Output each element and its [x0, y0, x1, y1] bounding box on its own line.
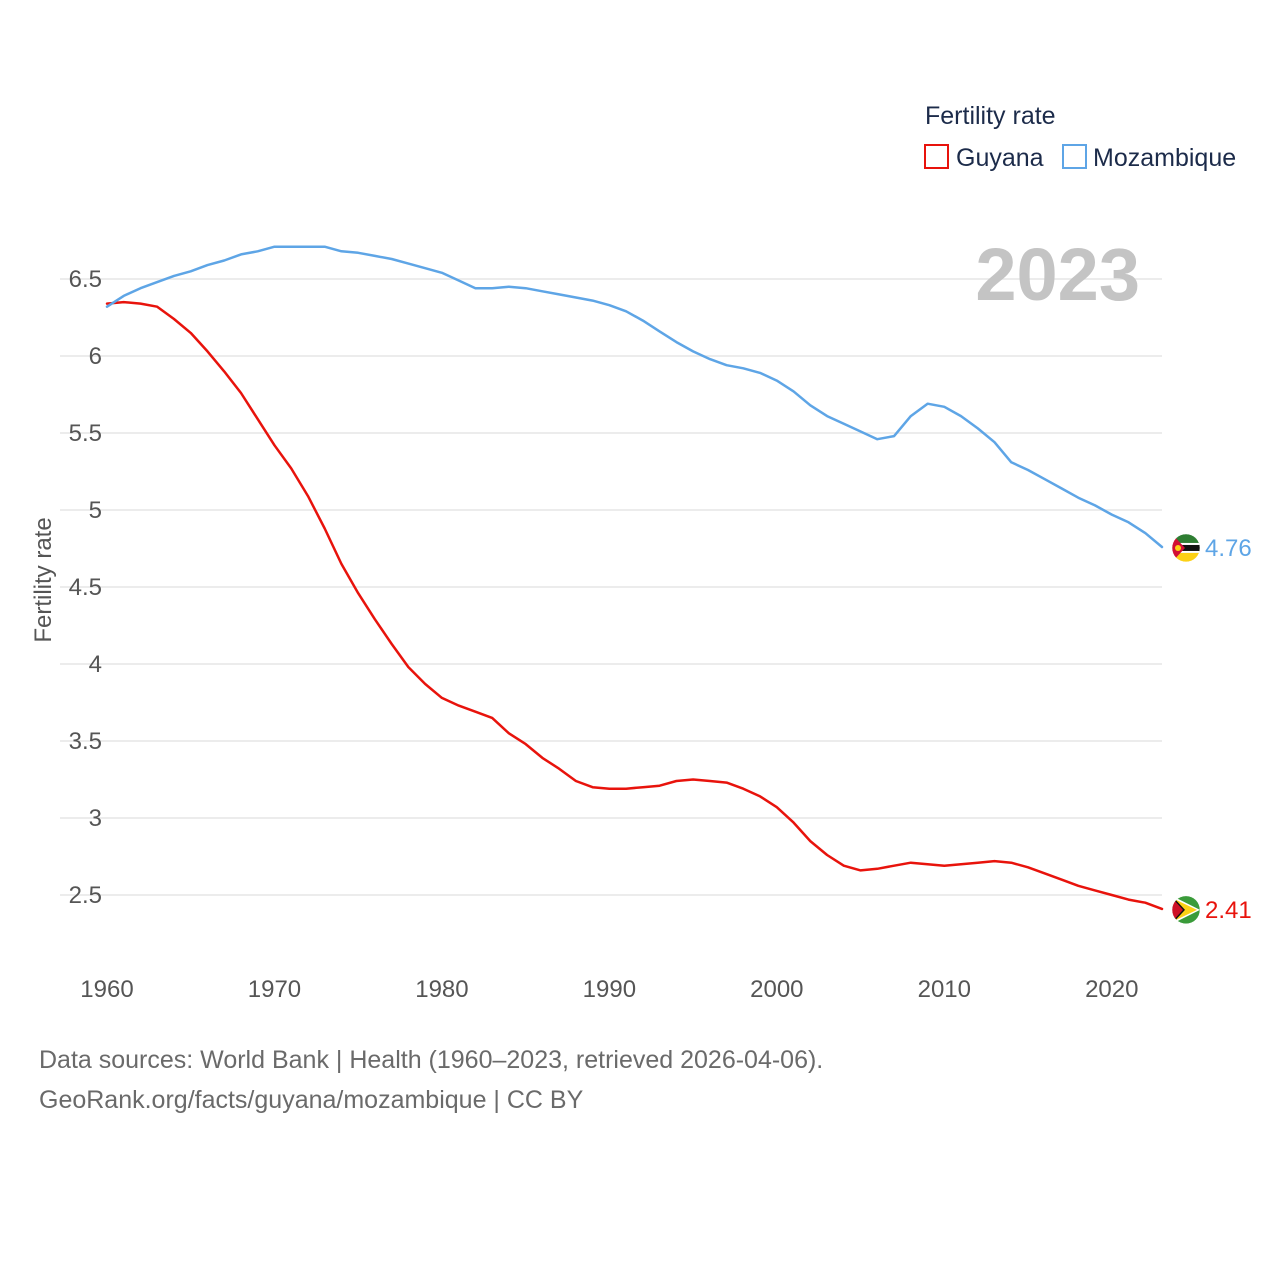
x-tick-label: 1990	[583, 976, 636, 1003]
y-tick-label: 5	[89, 497, 102, 524]
x-tick-label: 2020	[1085, 976, 1138, 1003]
series-line-mozambique	[105, 245, 1164, 549]
x-tick-label: 1980	[415, 976, 468, 1003]
x-tick-label: 2010	[918, 976, 971, 1003]
guyana-flag-icon	[1172, 895, 1200, 924]
y-axis-ticks: 2.5 3 3.5 4 4.5 5 5.5 6 6.5	[69, 266, 102, 909]
x-tick-label: 1960	[80, 976, 133, 1003]
mozambique-flag-icon	[1172, 533, 1200, 562]
y-tick-label: 6	[89, 343, 102, 370]
y-tick-label: 3.5	[69, 728, 102, 755]
x-tick-label: 2000	[750, 976, 803, 1003]
legend-item-mozambique[interactable]: Mozambique	[1062, 144, 1236, 172]
y-tick-label: 4.5	[69, 574, 102, 601]
end-markers: 2.41 4.76	[1171, 533, 1252, 925]
y-tick-label: 2.5	[69, 882, 102, 909]
legend-label-mozambique: Mozambique	[1093, 144, 1236, 172]
legend-title: Fertility rate	[925, 102, 1056, 130]
legend-label-guyana: Guyana	[956, 144, 1044, 172]
y-tick-label: 3	[89, 805, 102, 832]
data-source-text: Data sources: World Bank | Health (1960–…	[39, 1046, 823, 1074]
legend-item-guyana[interactable]: Guyana	[924, 144, 1044, 172]
gridlines	[60, 278, 1162, 896]
year-label: 2023	[975, 233, 1140, 316]
y-axis-title: Fertility rate	[30, 517, 57, 642]
series-lines	[105, 245, 1164, 911]
y-tick-label: 4	[89, 651, 102, 678]
flag-outline	[1171, 533, 1201, 563]
y-tick-label: 5.5	[69, 420, 102, 447]
series-line-guyana	[105, 300, 1164, 911]
end-value-label-mozambique: 4.76	[1205, 535, 1252, 562]
x-axis-ticks: 1960 1970 1980 1990 2000 2010 2020	[80, 976, 1138, 1003]
legend-swatch-guyana	[924, 144, 949, 169]
x-tick-label: 1970	[248, 976, 301, 1003]
y-tick-label: 6.5	[69, 266, 102, 293]
legend[interactable]: Fertility rate Guyana Mozambique	[924, 102, 1236, 172]
end-value-label-guyana: 2.41	[1205, 897, 1252, 924]
attribution-link[interactable]: GeoRank.org/facts/guyana/mozambique | CC…	[39, 1086, 584, 1114]
flag-outline	[1171, 895, 1201, 925]
legend-swatch-mozambique	[1062, 144, 1087, 169]
